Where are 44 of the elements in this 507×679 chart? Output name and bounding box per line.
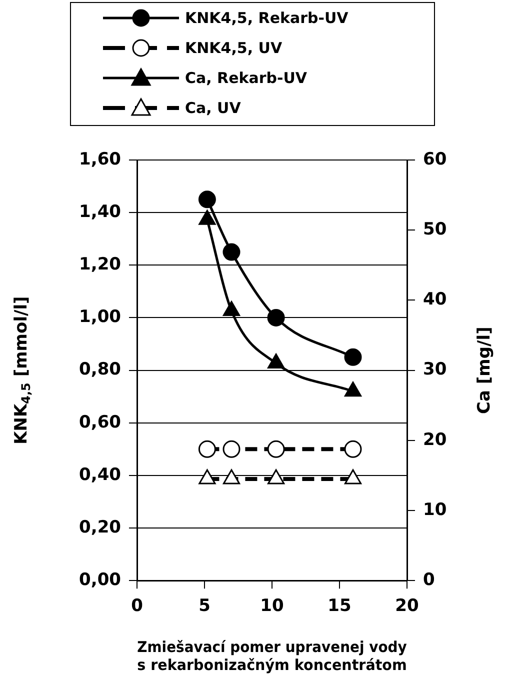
x-tick-label: 20 — [395, 596, 419, 616]
y-tick-label: 1,00 — [79, 307, 122, 328]
point — [198, 440, 216, 458]
point — [198, 469, 216, 484]
point — [344, 382, 362, 397]
legend-label: Ca, Rekarb-UV — [185, 69, 308, 87]
x-axis-title: Zmiešavací pomer upravenej vody s rekarbonizačným koncentrátom — [137, 639, 408, 674]
point — [344, 440, 362, 458]
point — [222, 440, 240, 458]
point — [344, 348, 362, 366]
y2-tick-label: 50 — [423, 220, 447, 240]
point — [198, 210, 216, 225]
point — [198, 190, 216, 208]
legend-label: KNK4,5, Rekarb-UV — [185, 9, 348, 27]
y2-tick-label: 40 — [423, 290, 447, 310]
y2-tick-label: 10 — [423, 500, 447, 520]
x-tick-label: 0 — [131, 596, 144, 616]
legend-label: KNK4,5, UV — [185, 39, 282, 57]
point — [222, 300, 240, 316]
y-tick-label: 0,00 — [79, 570, 122, 590]
point — [267, 440, 285, 458]
point — [222, 243, 240, 261]
y-tick-label: 0,80 — [79, 360, 122, 380]
point — [268, 469, 285, 484]
y-tick-label: 1,60 — [79, 149, 122, 170]
y2-axis-title: Ca [mg/l] — [474, 326, 494, 414]
point — [344, 469, 362, 484]
y2-tick-label: 60 — [423, 149, 447, 170]
x-tick-label: 15 — [328, 596, 352, 616]
y2-tick-label: 30 — [423, 360, 447, 380]
point — [268, 354, 285, 369]
y-tick-label: 0,40 — [79, 464, 122, 485]
y-axis-title: KNK4,5 [mmol/l] — [11, 296, 34, 444]
y2-tick-label: 0 — [423, 570, 435, 590]
x-tick-label: 10 — [260, 596, 284, 616]
point — [267, 308, 285, 326]
y-tick-label: 0,20 — [79, 517, 122, 538]
y-tick-label: 1,20 — [79, 254, 122, 275]
y-tick-label: 0,60 — [79, 412, 122, 432]
x-tick-label: 5 — [198, 596, 210, 616]
point — [222, 469, 240, 484]
legend-label: Ca, UV — [185, 99, 241, 117]
y2-tick-label: 20 — [423, 430, 447, 450]
y-tick-label: 1,40 — [79, 202, 122, 222]
